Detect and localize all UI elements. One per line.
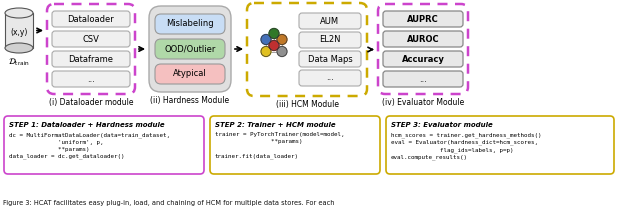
Text: AUM: AUM [321,17,340,25]
Text: ...: ... [87,75,95,84]
Text: Mislabeling: Mislabeling [166,20,214,29]
Text: $\mathcal{D}_\mathrm{train}$: $\mathcal{D}_\mathrm{train}$ [8,57,30,68]
FancyBboxPatch shape [210,116,380,174]
FancyBboxPatch shape [299,70,361,86]
FancyBboxPatch shape [299,51,361,67]
FancyBboxPatch shape [383,31,463,47]
Text: STEP 1: Dataloader + Hardness module: STEP 1: Dataloader + Hardness module [9,122,164,128]
FancyBboxPatch shape [386,116,614,174]
Text: (i) Dataloader module: (i) Dataloader module [49,98,133,107]
Text: (iii) HCM Module: (iii) HCM Module [275,100,339,109]
FancyBboxPatch shape [155,14,225,34]
Text: Dataloader: Dataloader [68,14,115,24]
FancyBboxPatch shape [155,64,225,84]
FancyBboxPatch shape [383,71,463,87]
Text: AUROC: AUROC [406,34,439,43]
Text: (ii) Hardness Module: (ii) Hardness Module [150,96,230,105]
Ellipse shape [5,43,33,53]
Circle shape [269,29,279,38]
FancyBboxPatch shape [299,32,361,48]
Text: EL2N: EL2N [319,35,340,45]
FancyBboxPatch shape [52,51,130,67]
Text: OOD/Outlier: OOD/Outlier [164,45,216,54]
Text: Data Maps: Data Maps [308,55,353,63]
Text: ...: ... [326,74,334,83]
FancyBboxPatch shape [383,51,463,67]
Text: ...: ... [419,75,427,84]
Text: Dataframe: Dataframe [68,55,113,63]
Text: AUPRC: AUPRC [407,14,439,24]
FancyBboxPatch shape [149,6,231,92]
Text: Figure 3: HCAT facilitates easy plug-in, load, and chaining of HCM for multiple : Figure 3: HCAT facilitates easy plug-in,… [3,200,335,206]
Circle shape [261,34,271,45]
Text: trainer = PyTorchTrainer(model=model,
                **params)

trainer.fit(dat: trainer = PyTorchTrainer(model=model, **… [215,132,344,159]
Text: CSV: CSV [83,34,99,43]
FancyBboxPatch shape [299,13,361,29]
Text: Atypical: Atypical [173,70,207,79]
Text: STEP 3: Evaluator module: STEP 3: Evaluator module [391,122,493,128]
FancyBboxPatch shape [52,71,130,87]
Bar [5,13,33,48]
FancyBboxPatch shape [383,11,463,27]
Text: hcm_scores = trainer.get_hardness_methods()
eval = Evaluator(hardness_dict=hcm_s: hcm_scores = trainer.get_hardness_method… [391,132,541,160]
FancyBboxPatch shape [4,116,204,174]
Text: (iv) Evaluator Module: (iv) Evaluator Module [382,98,464,107]
Text: STEP 2: Trainer + HCM module: STEP 2: Trainer + HCM module [215,122,335,128]
Text: (x,y): (x,y) [10,28,28,37]
FancyBboxPatch shape [155,39,225,59]
Ellipse shape [5,8,33,18]
FancyBboxPatch shape [52,31,130,47]
Text: Accuracy: Accuracy [401,55,444,63]
Text: dc = MultiFormatDataLoader(data=train_dataset,
              'uniform', p,
     : dc = MultiFormatDataLoader(data=train_da… [9,132,170,159]
FancyBboxPatch shape [52,11,130,27]
Circle shape [261,46,271,56]
Circle shape [277,34,287,45]
Circle shape [277,46,287,56]
Circle shape [269,41,279,50]
